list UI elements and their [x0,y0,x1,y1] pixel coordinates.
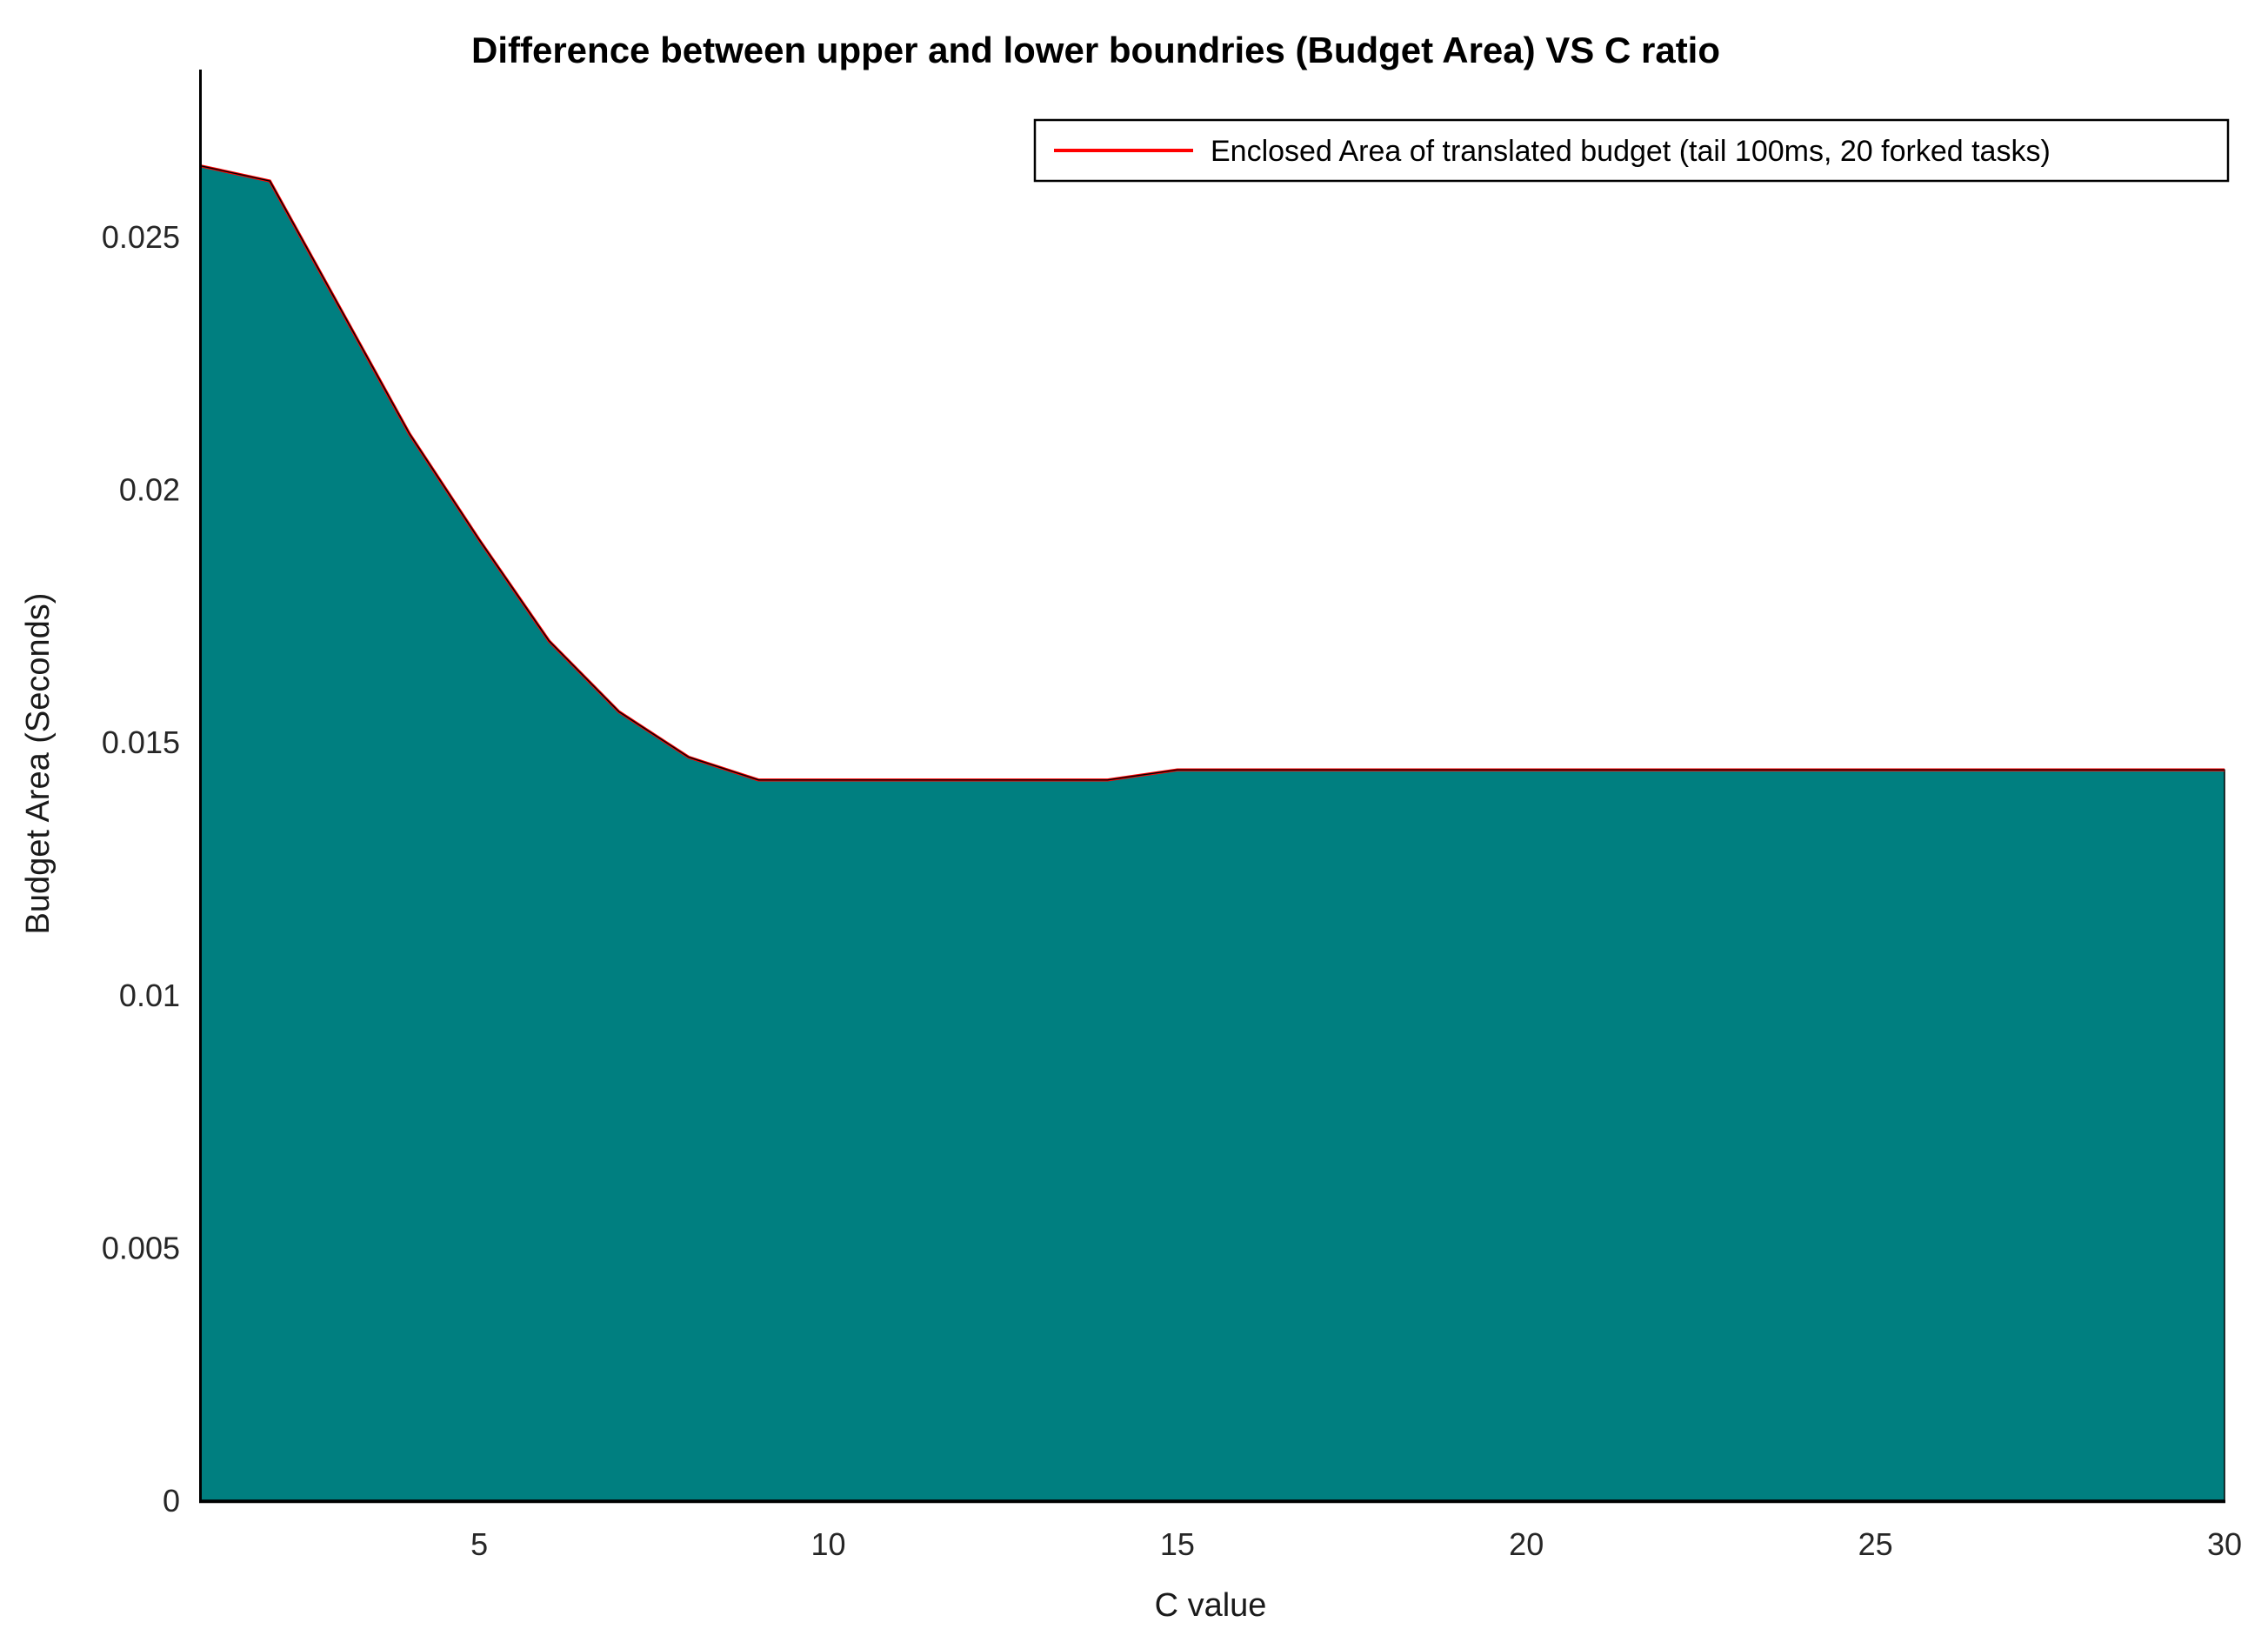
budget-area-fill [199,164,2225,1501]
x-tick-label: 30 [2207,1526,2242,1562]
axes [199,70,2225,1504]
y-tick-label: 0 [163,1483,180,1519]
budget-area-edge [199,164,2225,781]
tick-labels: 5 10 15 20 25 30 0 0.005 0.01 0.015 0.02 0.025 [102,219,2242,1562]
x-tick-label: 10 [810,1526,845,1562]
x-tick-label: 15 [1160,1526,1195,1562]
x-tick-label: 5 [470,1526,488,1562]
y-tick-label: 0.02 [119,472,180,508]
y-tick-label: 0.01 [119,978,180,1013]
legend-box [1033,118,2230,183]
chart-title: Difference between upper and lower bound… [471,30,1720,70]
plot-area [199,164,2225,1501]
y-tick-label: 0.015 [102,724,180,760]
x-tick-label: 20 [1509,1526,1544,1562]
x-tick-label: 25 [1858,1526,1893,1562]
y-tick-label: 0.005 [102,1230,180,1265]
legend-label: Enclosed Area of translated budget (tail… [1211,135,2051,168]
y-axis-label: Budget Area (Seconds) [20,593,57,935]
legend: Enclosed Area of translated budget (tail… [1033,118,2230,183]
y-tick-label: 0.025 [102,219,180,255]
x-axis-label: C value [1155,1587,1267,1624]
